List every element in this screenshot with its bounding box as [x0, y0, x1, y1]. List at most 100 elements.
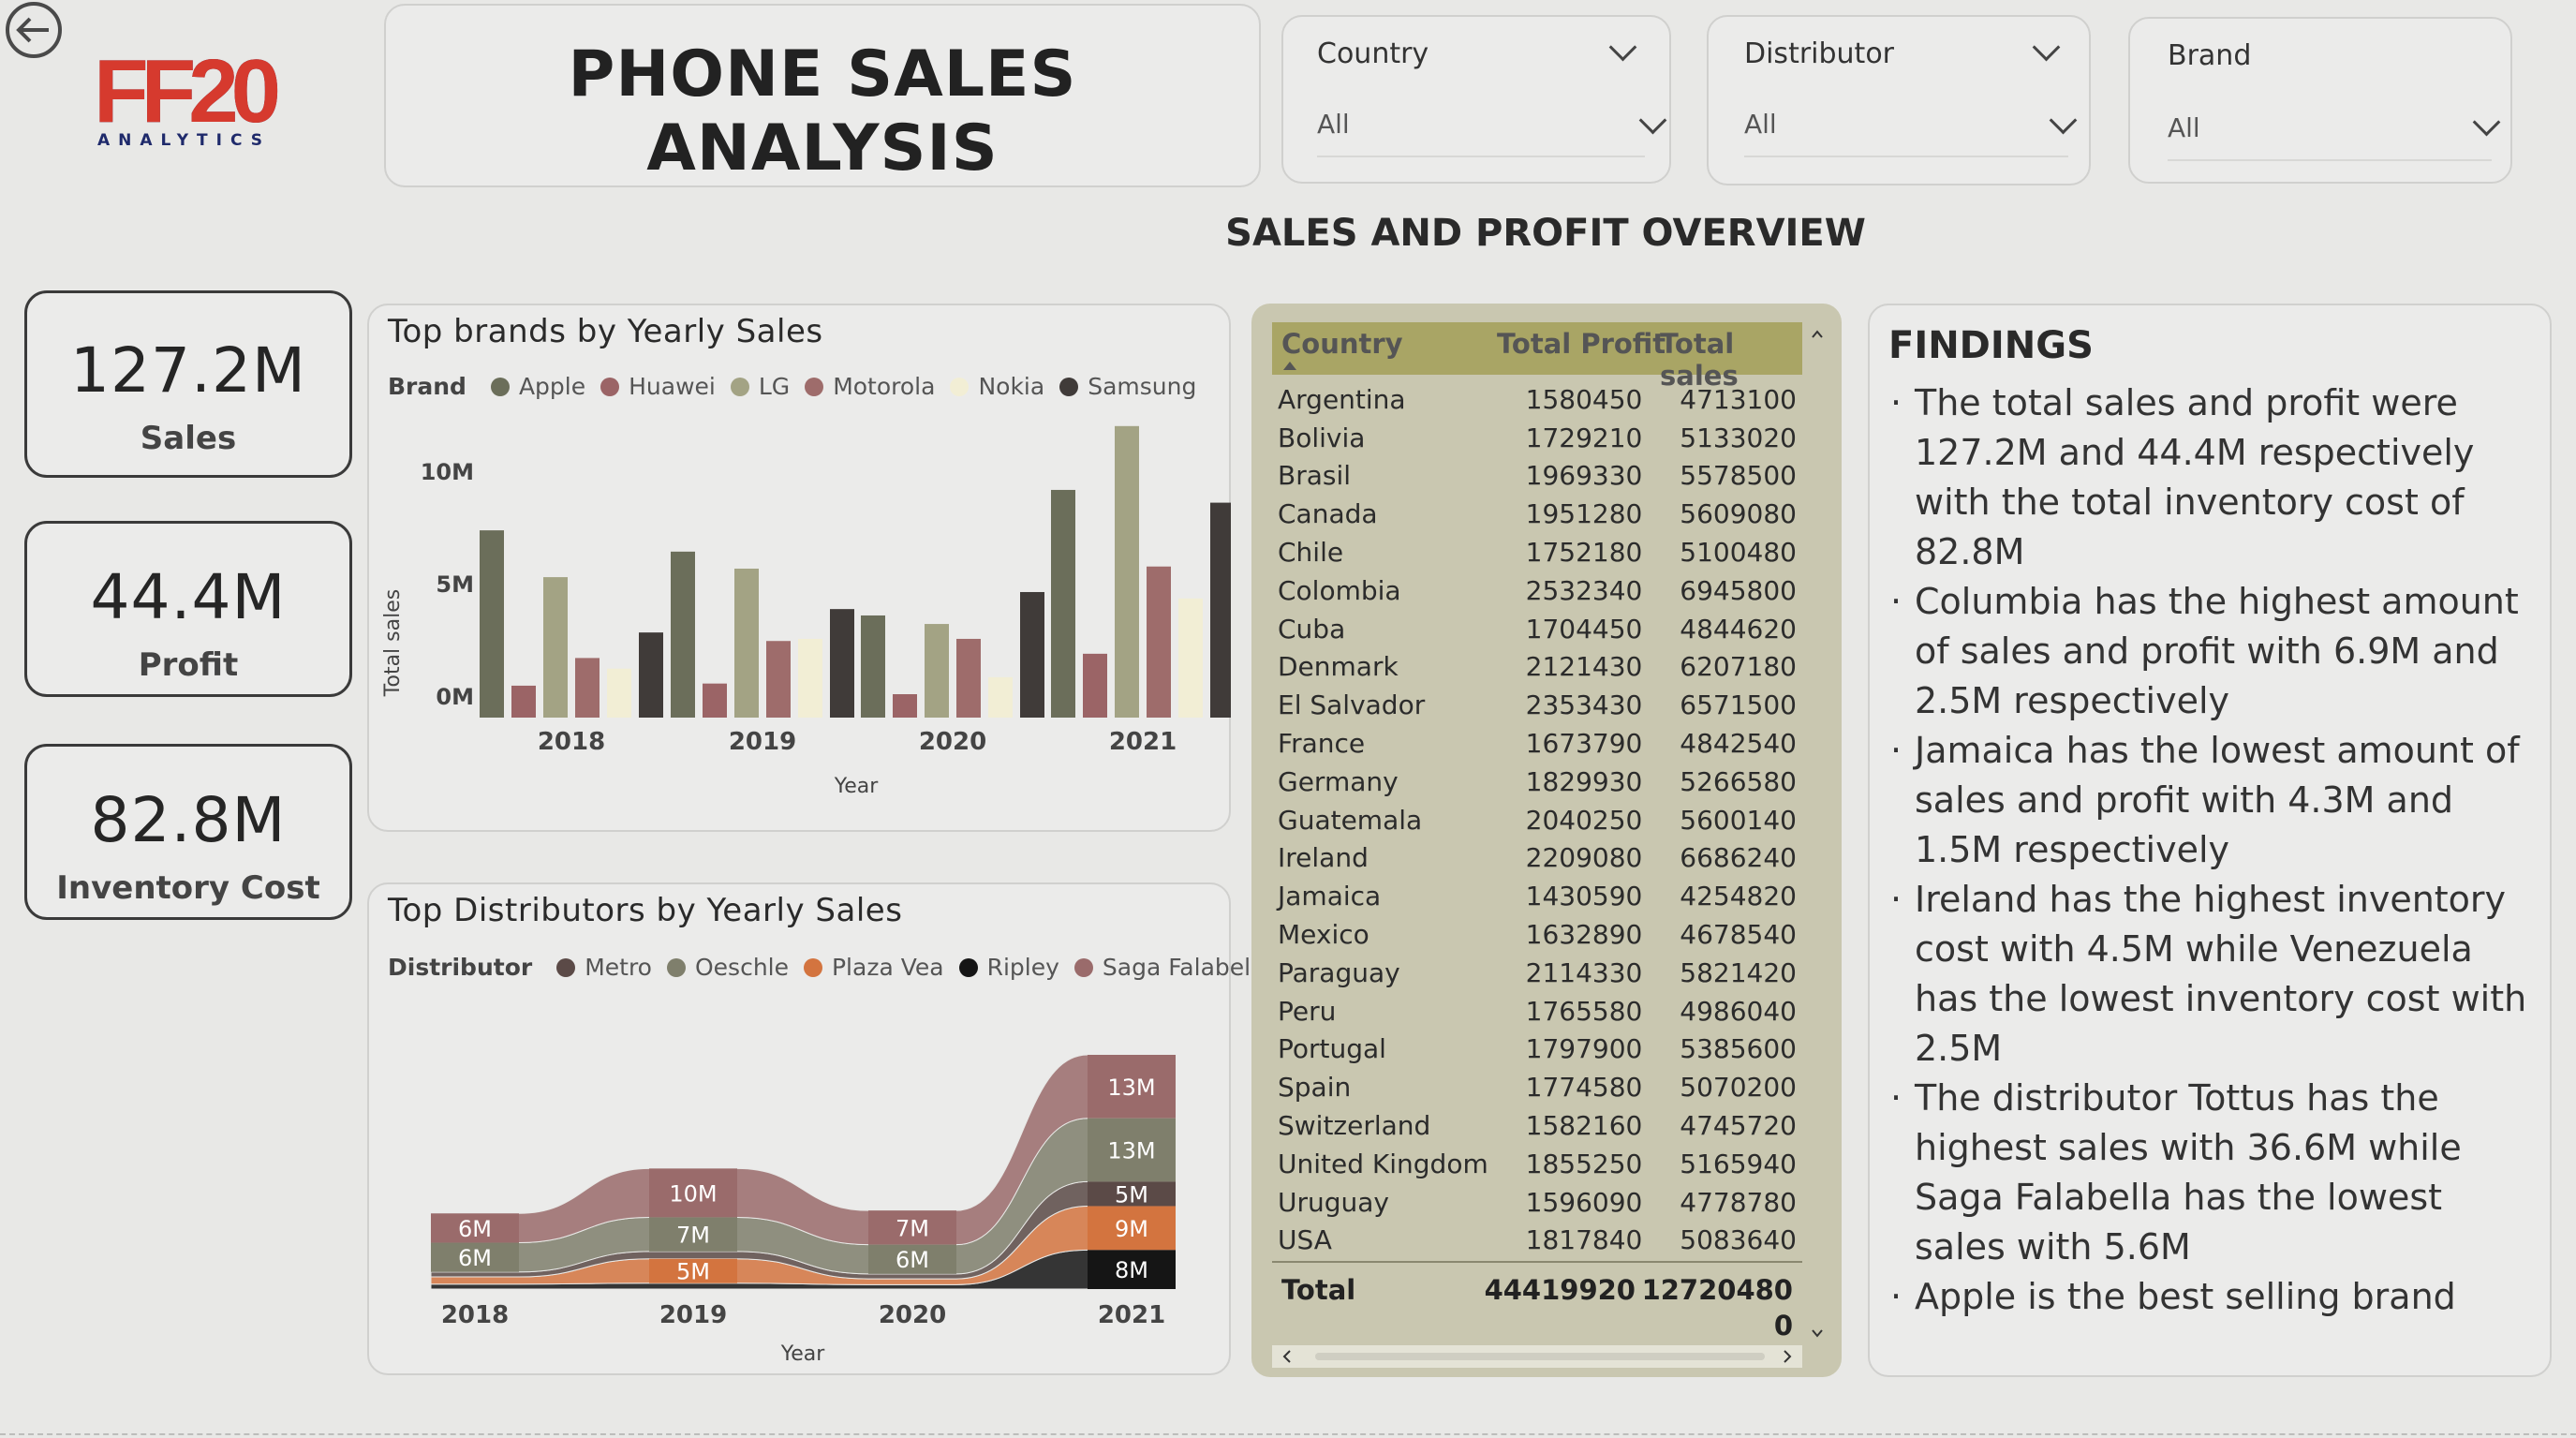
- legend-item[interactable]: Samsung: [1088, 373, 1197, 400]
- table-row[interactable]: Germany 1829930 5266580: [1272, 763, 1802, 801]
- bar-huawei-2018[interactable]: [511, 685, 536, 718]
- table-row[interactable]: Ireland 2209080 6686240: [1272, 839, 1802, 878]
- legend-item[interactable]: Motorola: [833, 373, 936, 400]
- table-row[interactable]: United Kingdom 1855250 5165940: [1272, 1145, 1802, 1183]
- brand-select[interactable]: All: [2168, 96, 2501, 161]
- brand-filter[interactable]: Brand All: [2128, 17, 2512, 184]
- country-cell: Bolivia: [1278, 422, 1366, 453]
- legend-item[interactable]: Metro: [585, 954, 652, 981]
- bar-samsung-2021[interactable]: [1210, 502, 1231, 718]
- bar-samsung-2019[interactable]: [830, 609, 854, 718]
- column-header[interactable]: Country: [1281, 328, 1403, 360]
- legend-item[interactable]: Ripley: [986, 954, 1059, 981]
- country-filter[interactable]: Country All: [1281, 15, 1671, 184]
- table-row[interactable]: Paraguay 2114330 5821420: [1272, 954, 1802, 992]
- profit-cell: 1729210: [1525, 422, 1643, 453]
- table-row[interactable]: Argentina 1580450 4713100: [1272, 380, 1802, 419]
- column-block-plaza-vea-2019[interactable]: [649, 1258, 737, 1283]
- bar-samsung-2018[interactable]: [639, 632, 663, 718]
- finding-item: Columbia has the highest amount of sales…: [1879, 577, 2540, 726]
- bar-nokia-2019[interactable]: [798, 638, 822, 718]
- distributor-select[interactable]: All: [1744, 92, 2078, 157]
- bar-apple-2021[interactable]: [1051, 489, 1075, 718]
- table-row[interactable]: El Salvador 2353430 6571500: [1272, 686, 1802, 724]
- legend-item[interactable]: Nokia: [978, 373, 1045, 400]
- scroll-up-icon[interactable]: [1808, 324, 1827, 343]
- table-row[interactable]: USA 1817840 5083640: [1272, 1222, 1802, 1260]
- legend-item[interactable]: Plaza Vea: [831, 954, 944, 981]
- scroll-left-icon[interactable]: [1276, 1345, 1298, 1368]
- column-block-oeschle-2020[interactable]: [868, 1244, 956, 1274]
- legend-dot-icon: [490, 377, 510, 396]
- bar-motorola-2019[interactable]: [766, 641, 791, 718]
- table-row[interactable]: Bolivia 1729210 5133020: [1272, 419, 1802, 457]
- column-block-saga-falabella-2019[interactable]: [649, 1168, 737, 1218]
- profit-cell: 1817840: [1525, 1224, 1643, 1256]
- bar-apple-2018[interactable]: [480, 530, 504, 718]
- table-row[interactable]: Uruguay 1596090 4778780: [1272, 1183, 1802, 1222]
- table-row[interactable]: Peru 1765580 4986040: [1272, 992, 1802, 1030]
- bar-lg-2021[interactable]: [1115, 425, 1139, 718]
- vertical-scrollbar[interactable]: [1808, 324, 1827, 1345]
- legend-item[interactable]: Saga Falabella: [1102, 954, 1272, 981]
- bar-samsung-2020[interactable]: [1020, 591, 1044, 718]
- bar-apple-2020[interactable]: [861, 615, 885, 718]
- column-header[interactable]: Total sales: [1660, 328, 1739, 392]
- legend-item[interactable]: LG: [758, 373, 791, 400]
- column-block-ripley-2021[interactable]: [1088, 1250, 1176, 1289]
- data-label: 7M: [676, 1223, 710, 1249]
- bar-lg-2019[interactable]: [734, 569, 759, 718]
- column-block-saga-falabella-2018[interactable]: [431, 1213, 519, 1243]
- bar-motorola-2021[interactable]: [1147, 566, 1171, 718]
- bar-lg-2018[interactable]: [543, 577, 568, 718]
- scrollbar-thumb[interactable]: [1315, 1353, 1765, 1360]
- column-block-oeschle-2019[interactable]: [649, 1217, 737, 1252]
- bar-apple-2019[interactable]: [671, 551, 695, 718]
- table-row[interactable]: Canada 1951280 5609080: [1272, 495, 1802, 533]
- table-row[interactable]: Spain 1774580 5070200: [1272, 1068, 1802, 1106]
- bar-nokia-2021[interactable]: [1178, 598, 1203, 718]
- bar-motorola-2020[interactable]: [956, 638, 981, 718]
- findings-title: FINDINGS: [1888, 324, 2094, 367]
- table-row[interactable]: Denmark 2121430 6207180: [1272, 648, 1802, 687]
- bar-motorola-2018[interactable]: [575, 658, 600, 718]
- table-row[interactable]: Jamaica 1430590 4254820: [1272, 877, 1802, 915]
- table-row[interactable]: Chile 1752180 5100480: [1272, 533, 1802, 571]
- back-arrow-icon: [6, 2, 62, 58]
- table-row[interactable]: Portugal 1797900 5385600: [1272, 1030, 1802, 1069]
- bar-nokia-2018[interactable]: [607, 668, 631, 718]
- table-row[interactable]: Mexico 1632890 4678540: [1272, 915, 1802, 954]
- back-button[interactable]: [4, 2, 64, 62]
- bar-nokia-2020[interactable]: [988, 676, 1013, 718]
- table-row[interactable]: Guatemala 2040250 5600140: [1272, 801, 1802, 839]
- scroll-down-icon[interactable]: [1808, 1325, 1827, 1343]
- country-select[interactable]: All: [1317, 92, 1667, 157]
- column-block-saga-falabella-2021[interactable]: [1088, 1055, 1176, 1119]
- column-block-oeschle-2018[interactable]: [431, 1242, 519, 1272]
- table-row[interactable]: Switzerland 1582160 4745720: [1272, 1106, 1802, 1145]
- table-row[interactable]: Brasil 1969330 5578500: [1272, 457, 1802, 496]
- country-cell: Jamaica: [1278, 881, 1382, 912]
- table-row[interactable]: France 1673790 4842540: [1272, 724, 1802, 763]
- column-block-plaza-vea-2021[interactable]: [1088, 1206, 1176, 1251]
- table-row[interactable]: Cuba 1704450 4844620: [1272, 610, 1802, 648]
- data-label: 6M: [458, 1245, 492, 1271]
- chevron-down-icon: [1638, 106, 1667, 135]
- distributor-filter[interactable]: Distributor All: [1707, 15, 2091, 185]
- scroll-right-icon[interactable]: [1776, 1345, 1799, 1368]
- legend-item[interactable]: Apple: [518, 373, 586, 400]
- table-row[interactable]: Colombia 2532340 6945800: [1272, 571, 1802, 610]
- bar-huawei-2019[interactable]: [703, 683, 727, 718]
- column-block-oeschle-2021[interactable]: [1088, 1118, 1176, 1182]
- column-block-saga-falabella-2020[interactable]: [868, 1210, 956, 1245]
- bar-huawei-2021[interactable]: [1083, 653, 1107, 718]
- data-label: 13M: [1107, 1138, 1155, 1164]
- column-header[interactable]: Total Profit: [1497, 328, 1666, 360]
- legend-item[interactable]: Oeschle: [694, 954, 789, 981]
- legend-item[interactable]: Huawei: [629, 373, 716, 400]
- bar-lg-2020[interactable]: [925, 624, 949, 718]
- horizontal-scrollbar[interactable]: [1272, 1345, 1802, 1368]
- column-block-metro-2021[interactable]: [1088, 1181, 1176, 1207]
- legend-dot-icon: [1059, 377, 1079, 396]
- bar-huawei-2020[interactable]: [893, 694, 917, 718]
